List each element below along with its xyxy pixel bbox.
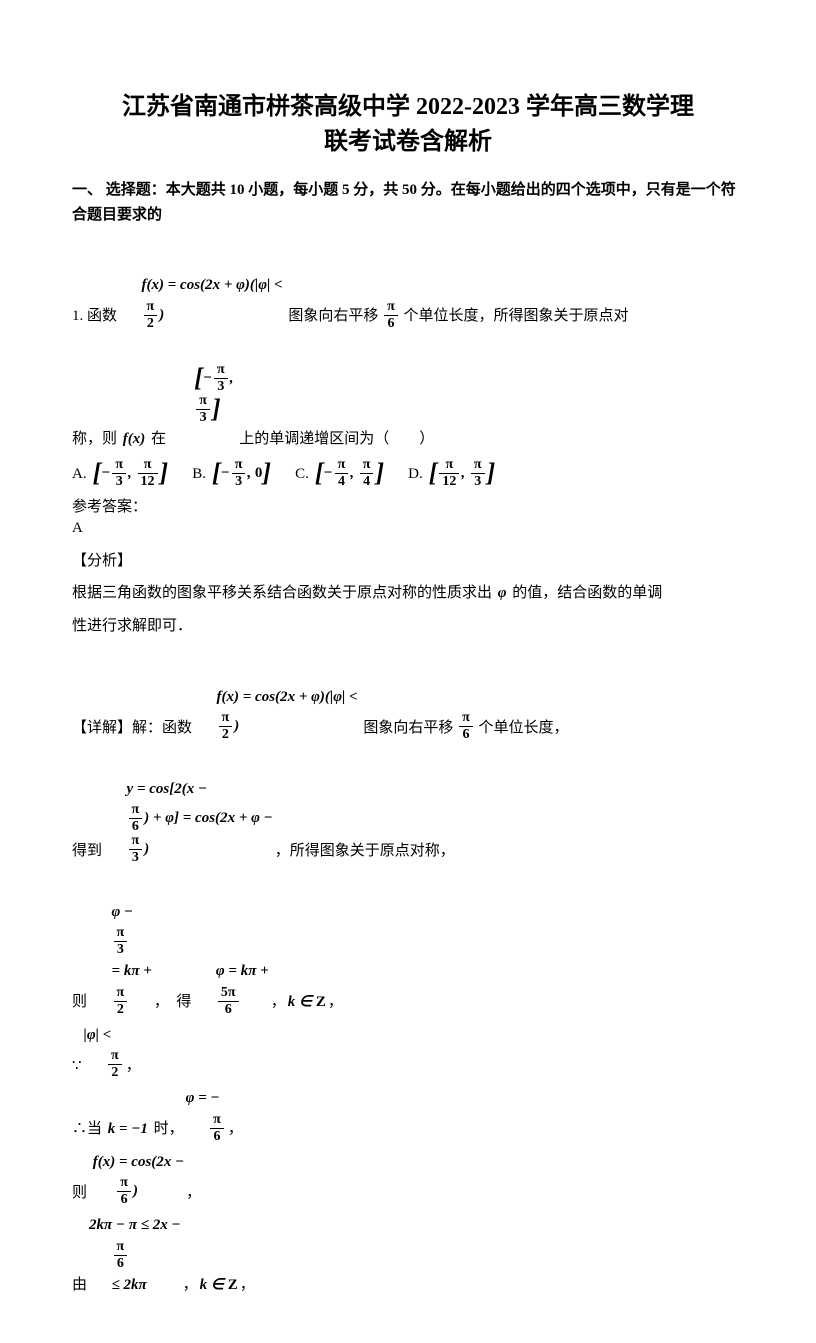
option-a[interactable]: A. [−π3, π12] [72, 458, 170, 489]
option-d[interactable]: D. [π12, π3] [408, 458, 497, 489]
detail-line1: 【详解】解：函数 f(x) = cos(2x + φ)(|φ| < π2) 图象… [72, 654, 744, 742]
detail-fdef: f(x) = cos(2x + φ)(|φ| < π2) [192, 654, 360, 742]
q1-line2: 称，则 f(x) 在 [−π3, π3] 上的单调递增区间为（ ） [72, 335, 744, 454]
q1-num: 1. 函数 [72, 302, 117, 331]
detail-line-phi1: 则 φ − π3 = kπ + π2 ， 得 φ = kπ + 5π6 ， k … [72, 869, 744, 1017]
detail-line-y: 得到 y = cos[2(x − π6) + φ] = cos(2x + φ −… [72, 746, 744, 865]
q1-options: A. [−π3, π12] B. [−π3, 0] C. [−π4, π4] D… [72, 458, 744, 489]
answer-header: 参考答案： [72, 495, 744, 516]
detail-tag: 【详解】解：函数 [72, 714, 192, 743]
section-instructions: 一、 选择题：本大题共 10 小题，每小题 5 分，共 50 分。在每小题给出的… [72, 178, 744, 229]
q1-l2a: 称，则 [72, 425, 121, 454]
detail-line-range: 由 2kπ − π ≤ 2x − π6 ≤ 2kπ ， k ∈ Z ， [72, 1211, 744, 1299]
analysis-line2: 性进行求解即可． [72, 612, 744, 641]
detail-line-abs: ∵ |φ| < π2 ， [72, 1021, 744, 1081]
q1-l2c: 上的单调递增区间为（ ） [235, 425, 434, 454]
page-title: 江苏省南通市栟茶高级中学 2022-2023 学年高三数学理 联考试卷含解析 [72, 90, 744, 160]
phi-symbol: φ [496, 585, 509, 601]
q1-line1: 1. 函数 f(x) = cos(2x + φ)(|φ| < π2) 图象向右平… [72, 243, 744, 331]
q1-mid1: 图象向右平移 [285, 302, 383, 331]
q1-fx: f(x) [121, 425, 148, 454]
q1-l2b: 在 [147, 425, 170, 454]
q1-interval: [−π3, π3] [170, 335, 236, 454]
analysis-tag: 【分析】 [72, 547, 744, 576]
q1-shift-frac: π6 [384, 300, 398, 331]
title-line-2: 联考试卷含解析 [324, 129, 492, 155]
detail-line-fx2: 则 f(x) = cos(2x − π6) ， [72, 1148, 744, 1208]
option-b[interactable]: B. [−π3, 0] [192, 458, 273, 489]
answer-letter: A [72, 520, 744, 537]
q1-fdef: f(x) = cos(2x + φ)(|φ| < π2) [117, 243, 285, 331]
option-c[interactable]: C. [−π4, π4] [295, 458, 386, 489]
detail-line-k: ∴当 k = −1 时， φ = − π6 ， [72, 1084, 744, 1144]
title-line-1: 江苏省南通市栟茶高级中学 2022-2023 学年高三数学理 [122, 94, 694, 120]
q1-mid2: 个单位长度，所得图象关于原点对 [400, 302, 629, 331]
analysis-line1: 根据三角函数的图象平移关系结合函数关于原点对称的性质求出 φ 的值，结合函数的单… [72, 579, 744, 608]
